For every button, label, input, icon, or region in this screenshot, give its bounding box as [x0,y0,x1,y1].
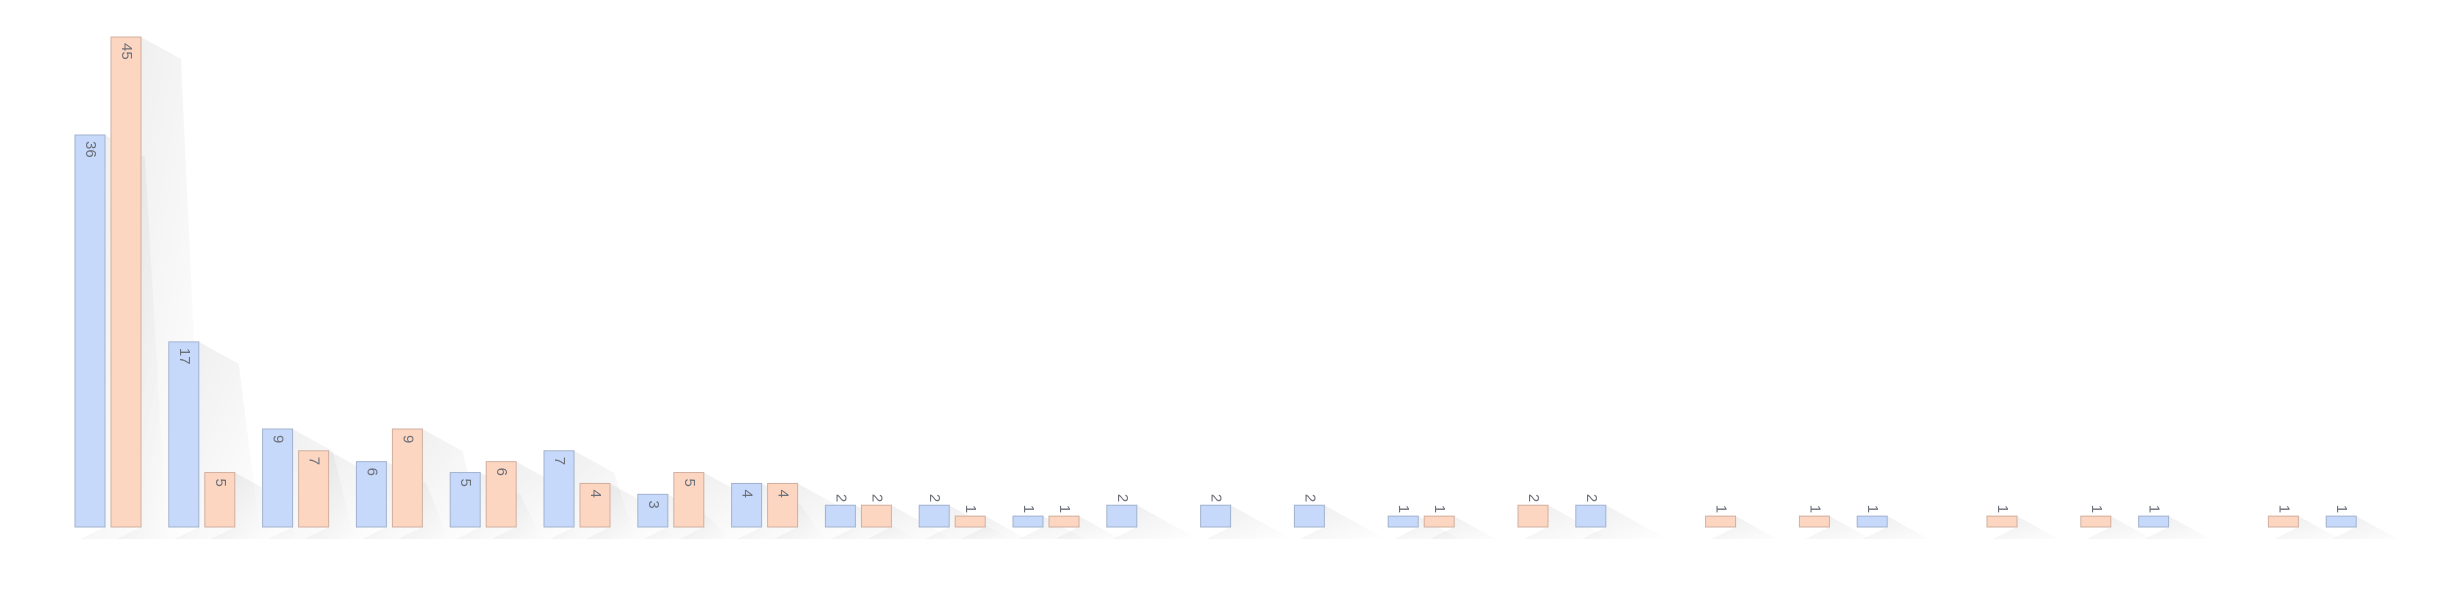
bar [918,504,950,528]
value-label: 2 [1525,494,1542,502]
bar [1293,504,1325,528]
value-label: 7 [551,457,568,465]
bar-shadow [1394,516,1481,539]
bar-shadow [1430,516,1517,539]
value-label: 5 [212,479,229,487]
bar-shadow [1993,516,2079,539]
value-label: 36 [82,141,99,158]
bar-shadow [961,516,1048,539]
value-label: 6 [363,468,380,476]
bar-shadow [867,505,954,539]
bar [767,482,799,528]
value-label: 1 [1806,505,1823,513]
bar [1517,504,1549,528]
value-label: 4 [775,489,792,497]
value-label: 1 [1020,505,1037,513]
bar [298,450,330,528]
bar-shadow [1524,505,1610,539]
bar [168,341,200,528]
value-label: 1 [2333,505,2350,513]
bar [1106,504,1138,528]
bar-shadow [2086,516,2173,539]
bar [355,461,387,528]
value-label: 1 [1864,505,1881,513]
bar-shadow [1805,516,1892,539]
value-label: 4 [587,489,604,497]
value-label: 5 [681,479,698,487]
bar [1575,504,1607,528]
bar-shadow [1019,516,1105,539]
value-label: 9 [270,435,287,443]
value-label: 2 [1114,494,1131,502]
value-label: 1 [1994,505,2011,513]
bar [1012,515,1044,528]
bar [1798,515,1830,528]
value-label: 4 [739,489,756,497]
bar [1986,515,2018,528]
bar [1200,504,1232,528]
value-label: 2 [1208,494,1225,502]
value-label: 5 [457,479,474,487]
value-label: 2 [1583,494,1600,502]
value-label: 1 [962,505,979,513]
bar-shadow [1300,505,1387,539]
shadow-layer [81,37,2419,539]
value-label: 1 [2275,505,2292,513]
bar [2267,515,2299,528]
bar-shadow [1055,516,1141,539]
value-label: 7 [306,457,323,465]
bar [824,504,856,528]
bar [860,504,892,528]
bar [485,461,517,528]
bar [731,482,763,528]
value-label: 3 [645,500,662,508]
bar [74,134,106,528]
bar [1048,515,1080,528]
bar-shadow [1581,505,1668,539]
value-label: 1 [1713,505,1730,513]
value-label: 2 [832,494,849,502]
bar [1423,515,1455,528]
bar [391,428,423,528]
bar [2080,515,2112,528]
bar-shadow [2144,516,2231,539]
value-label: 1 [1395,505,1412,513]
bar [2138,515,2170,528]
value-label: 6 [493,468,510,476]
bar [2325,515,2357,528]
bar [1856,515,1888,528]
bar [543,450,575,528]
bar [204,472,236,528]
bar [110,36,142,528]
bar [262,428,294,528]
bar-shadow [1863,516,1950,539]
bar-shadow [1711,516,1798,539]
bar-shadow [1112,505,1199,539]
bar-shadow [1206,505,1293,539]
bar [954,515,986,528]
value-label: 17 [176,348,193,365]
value-label: 2 [868,494,885,502]
value-label: 1 [2146,505,2163,513]
bar-shadow [2332,516,2419,539]
value-label: 9 [399,435,416,443]
bar [1387,515,1419,528]
bar [637,493,669,528]
value-label: 1 [1056,505,1073,513]
value-label: 2 [1301,494,1318,502]
value-label: 1 [1431,505,1448,513]
bar [673,472,705,528]
bar [449,472,481,528]
bar [579,482,611,528]
bar-shadow [2274,516,2361,539]
value-label: 45 [118,43,135,60]
value-label: 1 [2088,505,2105,513]
value-label: 2 [926,494,943,502]
bar [1705,515,1737,528]
